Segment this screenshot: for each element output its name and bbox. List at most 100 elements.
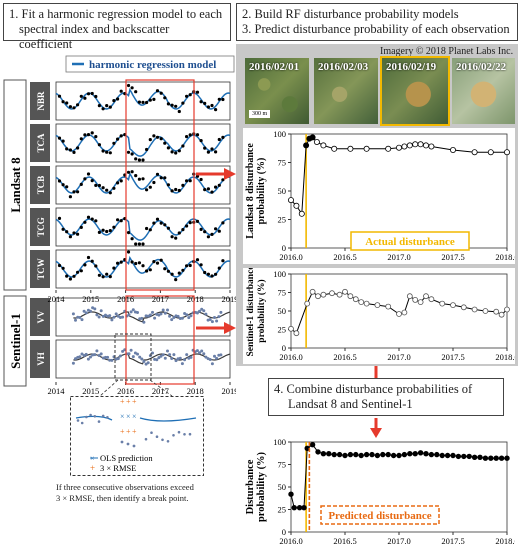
obs-point [195,349,199,353]
obs-point [116,97,120,101]
obs-point [74,357,77,361]
obs-point [80,318,84,322]
predicted-disturbance-box [320,505,440,525]
obs-point [57,179,62,183]
data-point [385,451,391,458]
data-point [303,142,310,149]
obs-point [137,100,141,104]
data-point [428,296,435,303]
data-point [493,308,500,315]
obs-point [163,141,167,145]
obs-point [142,320,146,324]
obs-point [170,189,174,193]
landsat-probability-chart: 0 25 50 75 100 2016.0 2016.5 2017.0 2017.5 2018.0… [243,128,515,264]
y-tick-label: 100 [273,269,286,279]
y-axis-label: probability (%) [256,158,267,225]
y-tick-label: 100 [273,129,286,139]
obs-point [116,261,120,265]
obs-point [97,354,101,357]
sentinel-x-tick: 2015 [82,386,99,396]
image-date-2: 2016/02/03 [318,61,369,73]
obs-point [151,310,154,314]
obs-point [112,225,116,229]
obs-point [61,100,65,104]
obs-point [68,277,72,281]
x-tick-label: 2017.0 [387,536,410,546]
obs-point [65,185,69,189]
obs-point [204,355,208,359]
inset-rmse-label: 3 × RMSE [100,463,136,473]
obs-point [163,267,167,271]
band-tab-vv [30,298,50,336]
data-point [503,149,510,156]
obs-point [130,237,134,241]
obs-point [152,221,156,225]
sentinel-label: Sentinel-1 [8,313,23,369]
band-label-nbr: NBR [36,91,46,111]
obs-point [152,260,156,264]
obs-point [185,94,189,98]
obs-point [90,131,94,135]
obs-point [71,312,75,316]
y-axis-label: Sentinel-1 disturbance [246,268,256,357]
scalebar-label: 300 m [252,111,268,117]
obs-point [166,146,170,150]
step2-line1: 2. Build RF disturbance probability mode… [242,7,459,21]
obs-point [116,357,120,361]
data-point [428,143,435,150]
harmonic-curve-nbr [55,87,231,110]
obs-point [79,225,83,229]
step1-line2: spectral index and backscatter coefficie… [19,22,170,51]
data-point [309,441,316,448]
obs-point [105,150,109,154]
sentinel-x-tick: 2018 [187,386,204,396]
obs-point [208,318,212,321]
data-point [329,290,335,297]
obs-point [214,108,218,112]
obs-point [206,187,210,191]
x-tick-label: 2018.0 [495,252,515,262]
obs-point [82,309,86,313]
obs-point [172,316,176,319]
obs-point [65,147,69,151]
obs-point [178,356,182,360]
obs-point [130,170,134,174]
data-point [347,145,354,152]
landsat-label: Landsat 8 [8,157,23,213]
obs-point [99,352,103,356]
obs-point [185,353,189,357]
obs-point [195,311,199,315]
x-tick-label: 2018.0 [495,352,515,362]
plot-frame [290,133,508,249]
data-point [444,452,451,459]
band-tab-nbr [30,82,50,120]
obs-point [84,352,88,356]
obs-point [166,269,170,273]
combined-probability-chart: 0 25 50 75 100 2016.0 2016.5 2017.0 2017.5 2018.0… [245,437,515,546]
obs-point [80,352,84,356]
obs-point [121,349,125,353]
data-point [315,293,321,300]
obs-point [136,311,139,314]
obs-point [170,235,174,239]
obs-point [214,227,218,231]
image-20160222: 2016/02/22 [452,58,515,124]
left-timeseries-panel: harmonic regression model Landsat 8 Sent… [3,55,236,397]
band-label-tcb: TCB [36,176,46,195]
scalebar: 300 m [249,110,271,118]
x-tick-label: 2018.0 [495,536,515,546]
obs-point [65,101,69,105]
y-tick-label: 25 [278,505,287,515]
inset-point [177,430,181,434]
data-point [460,304,467,311]
y-tick-label: 50 [278,186,287,196]
obs-point [86,357,90,361]
landsat-x-tick: 2014 [48,294,66,304]
obs-point [199,227,203,231]
obs-point [199,139,203,143]
data-point [331,451,337,458]
obs-point [86,255,91,260]
obs-point [185,135,189,139]
image-date-4: 2016/02/22 [456,61,507,73]
landsat-x-tick: 2015 [82,294,99,304]
